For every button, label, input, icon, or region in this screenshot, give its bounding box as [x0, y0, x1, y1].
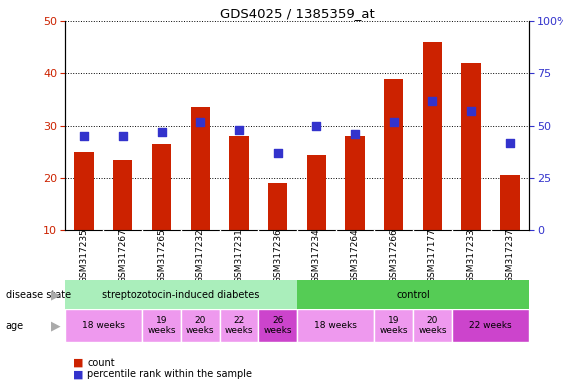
Text: GSM317233: GSM317233	[467, 228, 476, 283]
Text: ▶: ▶	[51, 288, 60, 301]
Point	[157, 129, 166, 135]
Bar	[258, 309, 297, 342]
Text: GSM317234: GSM317234	[312, 228, 321, 283]
Text: 20
weeks: 20 weeks	[418, 316, 446, 335]
Point	[467, 108, 476, 114]
Point	[428, 98, 437, 104]
Text: GSM317232: GSM317232	[196, 228, 205, 283]
Text: GSM317236: GSM317236	[273, 228, 282, 283]
Point	[196, 119, 205, 125]
Text: 22
weeks: 22 weeks	[225, 316, 253, 335]
Text: GSM317235: GSM317235	[79, 228, 88, 283]
Text: GSM317237: GSM317237	[506, 228, 515, 283]
Text: ■: ■	[73, 358, 84, 368]
Text: control: control	[396, 290, 430, 300]
Point	[351, 131, 360, 137]
Text: percentile rank within the sample: percentile rank within the sample	[87, 369, 252, 379]
Text: 26
weeks: 26 weeks	[263, 316, 292, 335]
Text: ▶: ▶	[51, 319, 60, 332]
Text: 19
weeks: 19 weeks	[148, 316, 176, 335]
Text: GSM317177: GSM317177	[428, 228, 437, 283]
Bar	[181, 309, 220, 342]
Bar	[229, 136, 249, 230]
Text: GSM317265: GSM317265	[157, 228, 166, 283]
Bar	[297, 309, 374, 342]
Text: GSM317266: GSM317266	[389, 228, 398, 283]
Point	[79, 133, 88, 139]
Text: GSM317231: GSM317231	[234, 228, 243, 283]
Text: 18 weeks: 18 weeks	[314, 321, 357, 330]
Point	[273, 150, 282, 156]
Bar	[345, 136, 365, 230]
Bar	[220, 309, 258, 342]
Text: 19
weeks: 19 weeks	[379, 316, 408, 335]
Bar	[297, 280, 529, 309]
Bar	[142, 309, 181, 342]
Bar	[190, 108, 210, 230]
Bar	[500, 175, 520, 230]
Point	[312, 123, 321, 129]
Point	[389, 119, 398, 125]
Text: GSM317267: GSM317267	[118, 228, 127, 283]
Bar	[268, 183, 287, 230]
Text: ■: ■	[73, 369, 84, 379]
Text: count: count	[87, 358, 115, 368]
Text: 22 weeks: 22 weeks	[469, 321, 512, 330]
Bar	[413, 309, 452, 342]
Point	[118, 133, 127, 139]
Bar	[374, 309, 413, 342]
Bar	[152, 144, 171, 230]
Text: 20
weeks: 20 weeks	[186, 316, 215, 335]
Text: GSM317264: GSM317264	[351, 228, 360, 283]
Text: disease state: disease state	[6, 290, 71, 300]
Bar	[423, 42, 442, 230]
Text: streptozotocin-induced diabetes: streptozotocin-induced diabetes	[102, 290, 260, 300]
Bar	[462, 63, 481, 230]
Bar	[65, 309, 142, 342]
Bar	[307, 154, 326, 230]
Title: GDS4025 / 1385359_at: GDS4025 / 1385359_at	[220, 7, 374, 20]
Bar	[74, 152, 94, 230]
Bar	[113, 160, 132, 230]
Bar	[384, 79, 404, 230]
Text: age: age	[6, 321, 24, 331]
Bar	[452, 309, 529, 342]
Bar	[65, 280, 297, 309]
Point	[506, 139, 515, 146]
Point	[234, 127, 243, 133]
Text: 18 weeks: 18 weeks	[82, 321, 125, 330]
